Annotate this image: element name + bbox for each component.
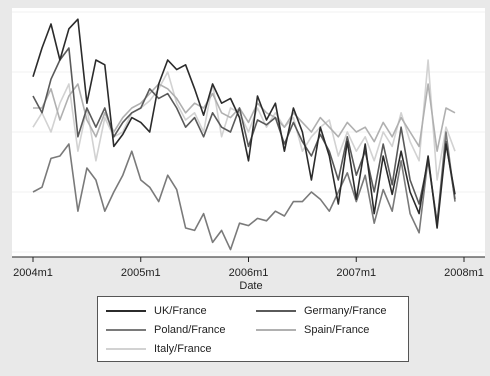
legend-item-spain-france: Spain/France xyxy=(256,323,369,337)
series-lines xyxy=(32,18,456,251)
legend-label-uk-france: UK/France xyxy=(154,305,207,317)
legend-label-spain-france: Spain/France xyxy=(304,324,370,336)
series-line-italy-france xyxy=(32,59,456,181)
series-line-germany-france xyxy=(32,47,456,224)
legend-label-germany-france: Germany/France xyxy=(304,305,387,317)
legend-swatch-poland-france xyxy=(106,329,146,331)
x-tick-label: 2008m1 xyxy=(444,267,484,279)
x-tick-label: 2007m1 xyxy=(336,267,376,279)
legend-swatch-uk-france xyxy=(106,310,146,312)
x-axis-ticks: 2004m1 2005m1 2006m1 2007m1 2008m1 xyxy=(13,257,484,279)
legend-swatch-germany-france xyxy=(256,310,296,312)
legend-swatch-spain-france xyxy=(256,329,296,331)
series-line-uk-france xyxy=(32,18,456,229)
legend-item-italy-france: Italy/France xyxy=(106,342,211,356)
x-axis-title: Date xyxy=(239,280,262,292)
x-tick-label: 2005m1 xyxy=(121,267,161,279)
legend-item-germany-france: Germany/France xyxy=(256,304,387,318)
legend: UK/France Germany/France Poland/France S… xyxy=(97,296,409,362)
legend-item-uk-france: UK/France xyxy=(106,304,207,318)
legend-label-italy-france: Italy/France xyxy=(154,343,212,355)
x-tick-label: 2004m1 xyxy=(13,267,53,279)
legend-swatch-italy-france xyxy=(106,348,146,350)
legend-item-poland-france: Poland/France xyxy=(106,323,226,337)
series-line-poland-france xyxy=(32,131,456,251)
x-tick-label: 2006m1 xyxy=(229,267,269,279)
series-line-spain-france xyxy=(33,83,456,152)
legend-label-poland-france: Poland/France xyxy=(154,324,226,336)
